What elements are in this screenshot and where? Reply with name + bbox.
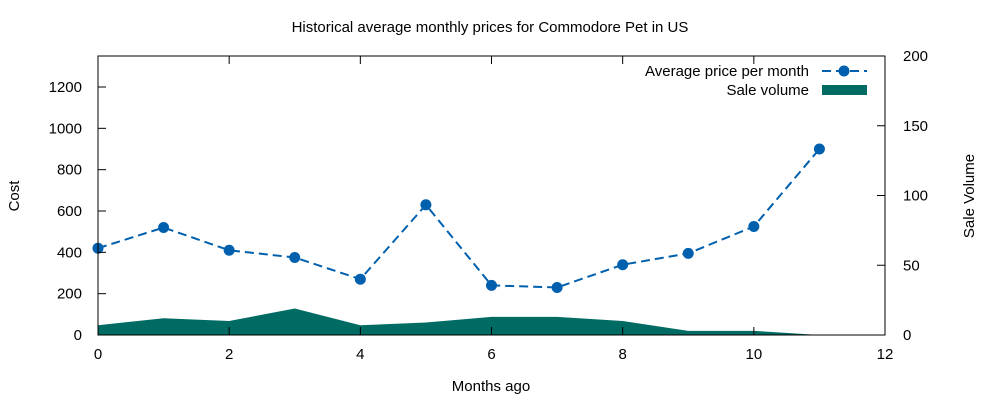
x-tick-label: 0: [94, 346, 102, 363]
price-point: [617, 259, 629, 271]
price-point: [289, 252, 301, 263]
price-point: [813, 143, 825, 155]
legend-label-volume: Sale volume: [726, 82, 809, 99]
y-tick-label: 800: [57, 162, 82, 179]
legend-swatch-volume: [822, 85, 867, 95]
legend-label-price: Average price per month: [645, 63, 809, 80]
x-tick-label: 2: [225, 346, 233, 363]
y2-tick-label: 100: [903, 188, 928, 205]
x-tick-label: 4: [356, 346, 364, 363]
y2-axis-label: Sale Volume: [961, 154, 978, 238]
price-point: [223, 244, 235, 256]
y2-tick-label: 50: [903, 257, 920, 274]
y-tick-label: 1200: [49, 79, 82, 96]
y-tick-label: 0: [74, 327, 82, 344]
legend: Average price per month Sale volume: [645, 63, 867, 99]
y-axis-label: Cost: [6, 180, 23, 212]
price-point: [420, 199, 432, 211]
y-tick-label: 1000: [49, 120, 82, 137]
price-point: [158, 222, 170, 234]
x-tick-label: 12: [877, 346, 894, 363]
y2-tick-label: 150: [903, 118, 928, 135]
chart-title: Historical average monthly prices for Co…: [292, 19, 689, 36]
price-point: [354, 273, 366, 285]
y-tick-label: 200: [57, 286, 82, 303]
y-tick-label: 400: [57, 244, 82, 261]
sale-volume-area: [98, 308, 820, 335]
price-point: [551, 281, 563, 293]
price-point: [682, 247, 694, 259]
price-line: [97, 148, 821, 289]
x-tick-label: 10: [745, 346, 762, 363]
price-point: [748, 221, 760, 232]
y2-tick-label: 0: [903, 327, 911, 344]
legend-marker-price: [838, 65, 850, 77]
x-tick-label: 8: [618, 346, 626, 363]
x-axis-label: Months ago: [452, 378, 530, 395]
x-tick-label: 6: [487, 346, 495, 363]
y-tick-label: 600: [57, 203, 82, 220]
y2-tick-label: 200: [903, 48, 928, 65]
price-point: [486, 279, 497, 291]
